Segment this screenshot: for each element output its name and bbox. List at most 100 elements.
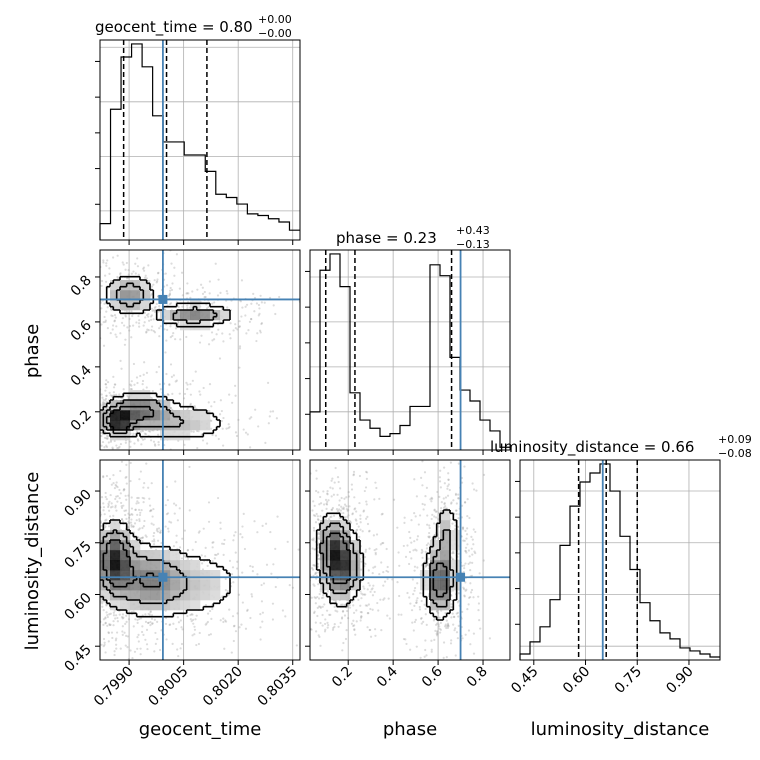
sample-point (104, 621, 107, 624)
sample-point (95, 609, 97, 611)
sample-point (269, 410, 272, 413)
sample-point (145, 386, 148, 389)
sample-point (322, 596, 325, 599)
sample-point (174, 480, 177, 483)
density-cell (440, 520, 451, 531)
sample-point (147, 621, 150, 624)
sample-point (447, 472, 450, 475)
sample-point (157, 271, 160, 274)
density-cell (180, 410, 191, 421)
sample-point (199, 283, 203, 286)
sample-point (143, 482, 146, 485)
density-cell (150, 590, 161, 601)
sample-point (203, 296, 206, 299)
sample-point (146, 328, 149, 331)
sample-point (311, 509, 314, 512)
sample-point (89, 307, 91, 309)
sample-point (351, 513, 354, 516)
sample-point (92, 556, 94, 558)
density-cell (110, 590, 121, 601)
sample-point (43, 566, 45, 568)
sample-point (115, 643, 118, 646)
sample-point (89, 445, 91, 447)
sample-point (148, 613, 152, 616)
sample-point (425, 564, 428, 567)
sample-point (467, 603, 470, 606)
sample-point (142, 633, 145, 636)
sample-point (461, 526, 465, 529)
sample-point (202, 386, 205, 390)
sample-point (130, 512, 133, 516)
sample-point (317, 491, 320, 494)
sample-point (130, 453, 132, 455)
sample-point (241, 571, 244, 574)
sample-point (167, 294, 171, 298)
sample-point (103, 430, 107, 433)
sample-point (222, 620, 225, 624)
sample-point (316, 518, 320, 521)
sample-point (218, 413, 222, 416)
sample-point (437, 525, 440, 528)
sample-point (189, 403, 192, 407)
sample-point (95, 284, 97, 286)
sample-point (63, 536, 65, 538)
sample-point (102, 403, 105, 406)
density-cell (200, 410, 211, 421)
sample-point (90, 586, 92, 588)
sample-point (121, 317, 124, 320)
sample-point (78, 568, 80, 570)
sample-point (259, 294, 262, 297)
sample-point (130, 380, 133, 383)
sample-point (130, 336, 133, 339)
sample-point (91, 324, 93, 326)
sample-point (231, 615, 235, 618)
density-cell (440, 540, 451, 551)
sample-point (136, 496, 139, 500)
sample-point (260, 322, 263, 326)
sample-point (311, 547, 314, 550)
sample-point (385, 547, 388, 551)
sample-point (56, 601, 58, 603)
density-cell (130, 590, 141, 601)
sample-point (314, 602, 317, 605)
sample-point (189, 618, 192, 621)
sample-point (189, 402, 192, 405)
sample-point (173, 512, 176, 515)
axes-frame (99, 249, 301, 451)
title-geocent_time-plus: +0.00 (258, 13, 292, 26)
sample-point (75, 629, 77, 631)
sample-point (165, 485, 169, 489)
sample-point (204, 468, 206, 470)
sample-point (149, 439, 153, 442)
sample-point (262, 582, 266, 585)
sample-point (136, 257, 139, 260)
sample-point (92, 435, 94, 437)
density-cell (180, 320, 191, 331)
density-cell (160, 430, 171, 441)
sample-point (179, 619, 182, 622)
sample-point (79, 574, 81, 576)
sample-point (157, 443, 160, 446)
sample-point (317, 571, 320, 574)
sample-point (122, 504, 125, 507)
sample-point (195, 614, 198, 617)
sample-point (131, 324, 135, 327)
sample-point (165, 372, 168, 376)
sample-point (318, 635, 321, 639)
sample-point (115, 335, 118, 338)
hist-panel-luminosity_distance: 0.45 0.60 0.75 0.90 (508, 459, 721, 697)
sample-point (88, 486, 90, 488)
sample-point (87, 402, 89, 404)
sample-point (28, 422, 30, 424)
sample-point (428, 524, 431, 527)
density-cell (110, 600, 121, 611)
density-cell (340, 530, 351, 541)
sample-point (71, 641, 73, 643)
sample-point (156, 527, 159, 530)
sample-point (457, 525, 460, 529)
sample-point (208, 383, 212, 386)
sample-point (466, 527, 469, 530)
sample-point (239, 300, 242, 303)
sample-point (313, 548, 316, 551)
sample-point (469, 582, 472, 585)
